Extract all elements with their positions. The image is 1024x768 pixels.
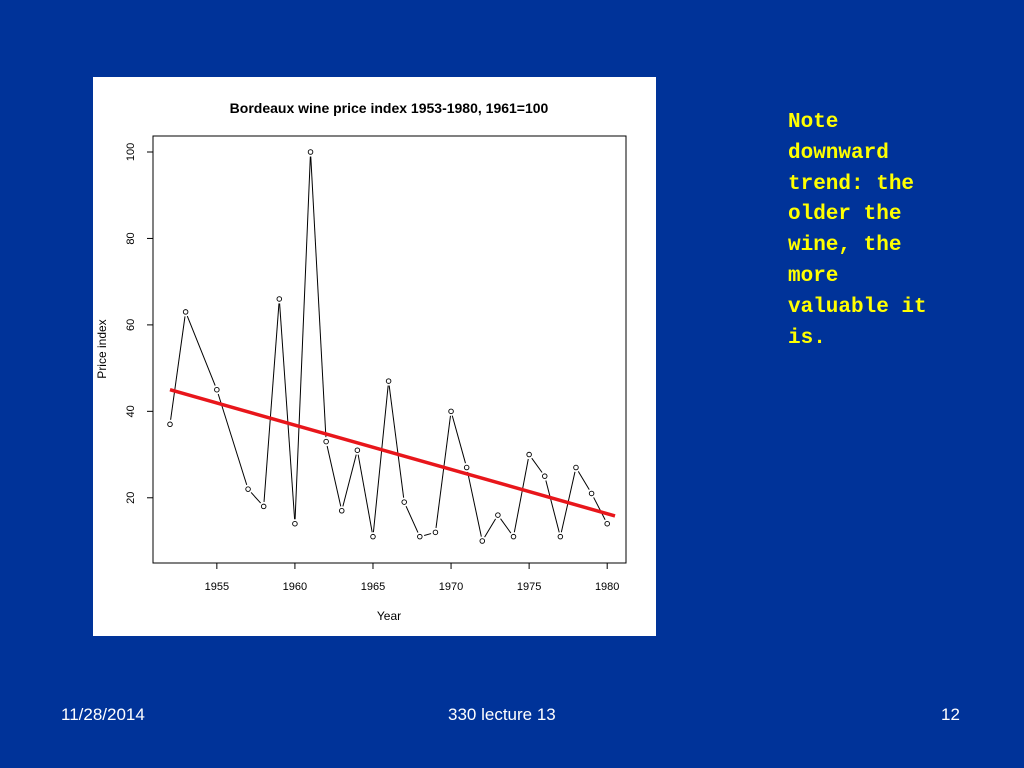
data-point (245, 486, 251, 492)
y-tick-label: 80 (125, 232, 137, 244)
data-point (417, 533, 423, 540)
page-number: 12 (941, 705, 960, 724)
series-line-segment (326, 445, 342, 507)
x-tick-label: 1975 (517, 581, 541, 593)
data-point (167, 421, 173, 428)
data-point (479, 538, 486, 544)
y-tick-label: 40 (125, 405, 137, 417)
series-line-segment (186, 315, 216, 386)
data-point (573, 464, 579, 471)
chart-title: Bordeaux wine price index 1953-1980, 196… (230, 100, 549, 116)
chart-panel: Bordeaux wine price index 1953-1980, 196… (93, 77, 656, 636)
series-line-segment (372, 385, 389, 533)
series-line-segment (531, 457, 543, 473)
data-point (323, 438, 329, 445)
plot-frame (152, 135, 627, 564)
series-line-segment (217, 393, 248, 485)
trend-line (169, 388, 616, 518)
data-point (557, 533, 564, 540)
y-tick-label: 60 (125, 319, 137, 331)
series-line-segment (435, 415, 451, 528)
data-point (385, 378, 392, 384)
series-line-segment (170, 316, 186, 420)
x-tick-label: 1955 (205, 581, 229, 593)
data-point (276, 296, 283, 302)
data-point (463, 464, 470, 471)
x-tick-label: 1965 (361, 581, 385, 593)
data-point (401, 499, 407, 505)
data-point (588, 490, 595, 497)
series-line-segment (593, 497, 606, 520)
data-point (604, 520, 610, 527)
series-line-segment (467, 471, 482, 537)
series-line-segment (513, 458, 529, 533)
data-point (370, 533, 376, 540)
data-point (292, 520, 298, 527)
data-point (541, 473, 548, 479)
data-point (339, 507, 345, 514)
note-text: Note downward trend: the older the wine,… (788, 111, 927, 350)
series-line-segment (577, 471, 590, 490)
series-line-segment (294, 156, 311, 520)
y-tick-label: 20 (125, 492, 137, 504)
series-line-segment (250, 492, 262, 504)
data-point (510, 533, 517, 540)
series-line-segment (545, 480, 560, 533)
data-point (354, 447, 361, 453)
x-tick-label: 1980 (595, 581, 619, 593)
x-axis-label: Year (377, 609, 401, 623)
series-line-segment (263, 303, 280, 502)
data-point (448, 408, 454, 415)
series-line-segment (279, 303, 296, 520)
data-point (307, 149, 314, 155)
series-line-segment (310, 156, 327, 438)
footer-title: 330 lecture 13 (448, 705, 556, 724)
series-line-segment (424, 533, 432, 536)
series-line-segment (342, 454, 357, 507)
data-point (214, 386, 220, 393)
series-line-segment (484, 518, 497, 538)
data-point (495, 512, 501, 518)
x-tick-label: 1960 (283, 581, 307, 593)
line-chart: Bordeaux wine price index 1953-1980, 196… (95, 100, 627, 623)
series-line-segment (451, 415, 466, 464)
series-line-segment (357, 454, 373, 533)
data-point (182, 309, 189, 315)
data-point (526, 451, 532, 458)
x-tick-label: 1970 (439, 581, 463, 593)
y-axis-label: Price index (95, 319, 109, 378)
footer-date: 11/28/2014 (61, 705, 145, 724)
y-tick-label: 100 (125, 143, 137, 161)
data-point (260, 503, 267, 510)
series-line-segment (405, 505, 419, 533)
data-point (432, 529, 439, 536)
series-line-segment (500, 518, 512, 534)
series-line-segment (388, 385, 405, 498)
